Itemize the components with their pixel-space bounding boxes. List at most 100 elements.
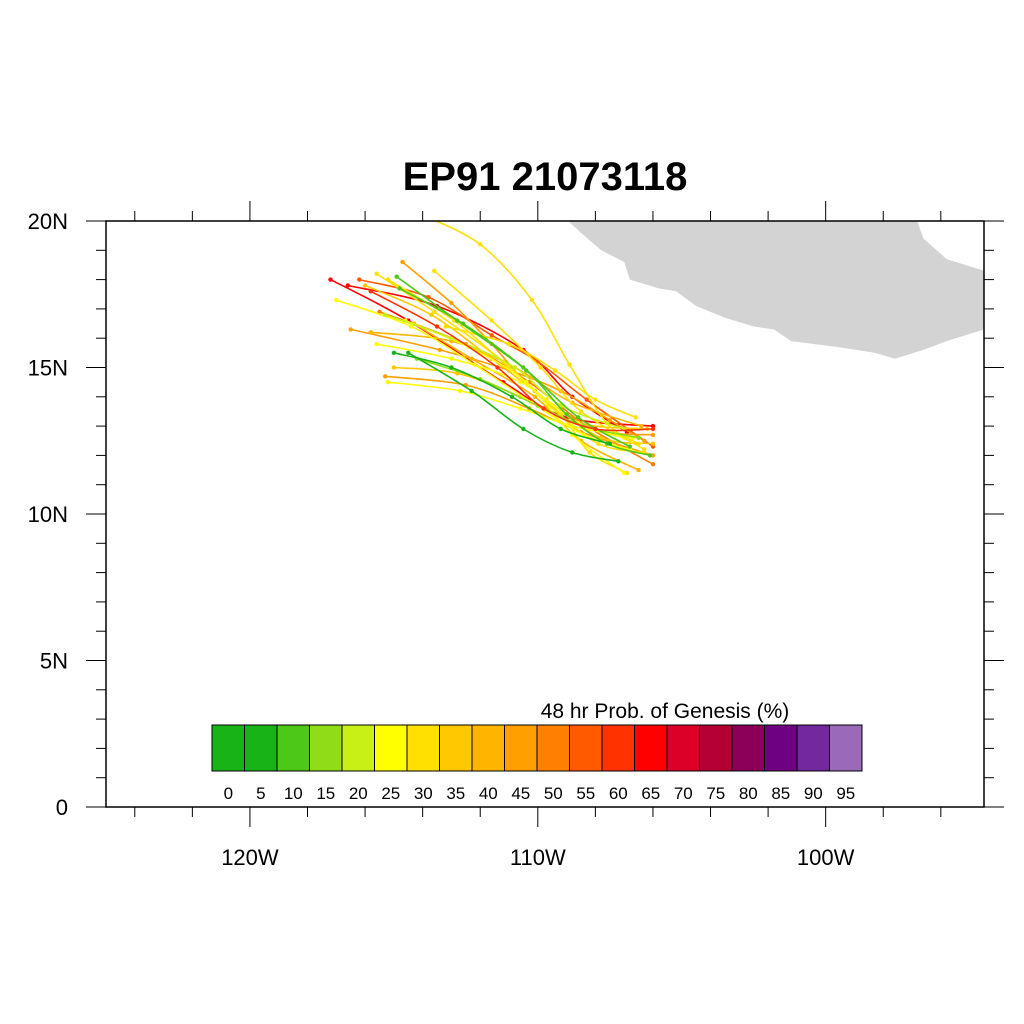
track-point: [449, 356, 454, 361]
track-point: [584, 397, 589, 402]
track-point: [383, 374, 388, 379]
track-point: [434, 324, 440, 329]
colorbar-label: 85: [771, 784, 790, 803]
track-point: [368, 289, 373, 294]
colorbar-box: [406, 724, 440, 772]
colorbar-label: 90: [804, 784, 823, 803]
lat-tick-label: 0: [56, 795, 68, 820]
track-point: [607, 418, 612, 423]
track-point: [345, 283, 350, 288]
colorbar-label: 25: [381, 784, 400, 803]
track-point: [636, 441, 641, 446]
colorbar-box: [276, 724, 310, 772]
track-point: [449, 336, 454, 341]
colorbar-box: [536, 724, 570, 772]
lat-tick-label: 15N: [28, 356, 68, 381]
colorbar-label: 65: [641, 784, 660, 803]
track-point: [495, 365, 500, 370]
track-point: [472, 362, 477, 367]
track-point: [406, 350, 411, 355]
colorbar-label: 5: [256, 784, 265, 803]
colorbar-label: 20: [349, 784, 368, 803]
track-point: [521, 365, 526, 370]
track-point: [400, 259, 405, 265]
colorbar-legend: 48 hr Prob. of Genesis (%) 0 5 10 15 20 25 30 3…: [211, 700, 863, 803]
track-point: [449, 300, 454, 306]
track-point: [650, 441, 656, 446]
track-point: [489, 318, 494, 323]
colorbar-label: 15: [316, 784, 335, 803]
track-point: [357, 277, 362, 282]
track-point: [348, 327, 353, 332]
track-point: [432, 309, 437, 314]
colorbar-box: [504, 724, 538, 772]
colorbar-box: [699, 724, 733, 772]
colorbar-title: 48 hr Prob. of Genesis (%): [541, 700, 790, 723]
track-point: [552, 368, 558, 373]
track-point: [374, 341, 379, 347]
colorbar-box: [439, 724, 473, 772]
colorbar-label: 45: [511, 784, 530, 803]
colorbar-box: [471, 724, 505, 772]
track-point: [328, 277, 333, 282]
track-point: [538, 365, 543, 370]
track-point: [567, 362, 572, 367]
track-point: [334, 297, 339, 303]
track-point: [397, 286, 402, 291]
colorbar-label: 80: [739, 784, 758, 803]
track-point: [394, 274, 399, 279]
storm-track: [376, 273, 645, 454]
axis-labels: 0 5N 10N 15N 20N 120W 110W 100W: [28, 209, 855, 870]
colorbar-label: 0: [224, 784, 233, 803]
track-point: [457, 388, 463, 394]
track-point: [518, 380, 523, 385]
track-point: [593, 397, 598, 402]
track-point: [578, 409, 584, 414]
colorbar-box: [601, 724, 635, 772]
track-point: [509, 394, 515, 399]
colorbar-box: [211, 724, 245, 772]
track-point: [489, 333, 494, 338]
colorbar-box: [309, 724, 343, 772]
track-point: [385, 277, 391, 282]
lon-tick-label: 110W: [510, 845, 566, 870]
track-point: [460, 321, 466, 326]
track-point: [639, 423, 644, 429]
track-point: [385, 380, 391, 385]
chart-title: EP91 21073118: [403, 155, 688, 199]
track-point: [642, 447, 647, 452]
lat-tick-label: 20N: [28, 209, 68, 234]
track-point: [362, 283, 368, 288]
track-point: [432, 268, 437, 273]
colorbar-label: 50: [544, 784, 563, 803]
track-point: [541, 406, 546, 411]
track-point: [478, 242, 483, 247]
land-polygon: [568, 221, 984, 359]
track-point: [377, 309, 382, 314]
track-point: [564, 412, 569, 417]
colorbar-box: [666, 724, 700, 772]
track-point: [575, 415, 581, 420]
axis-ticks: [86, 201, 1004, 827]
track-point: [518, 406, 523, 411]
track-point: [596, 441, 601, 446]
colorbar-box: [731, 724, 765, 772]
colorbar-label: 70: [674, 784, 693, 803]
track-point: [383, 312, 388, 317]
colorbar-box: [374, 724, 408, 772]
track-point: [650, 462, 656, 467]
track-point: [622, 470, 627, 476]
track-point: [449, 365, 454, 370]
colorbar-box: [829, 724, 863, 772]
track-point: [469, 356, 474, 361]
lon-tick-label: 120W: [221, 845, 279, 870]
colorbar-box: [341, 724, 375, 772]
colorbar-label: 95: [836, 784, 855, 803]
track-point: [636, 435, 641, 440]
track-point: [437, 347, 443, 353]
lat-tick-label: 5N: [40, 649, 68, 674]
track-point: [521, 426, 526, 432]
track-point: [627, 444, 633, 449]
track-point: [408, 324, 414, 329]
track-point: [598, 435, 604, 440]
